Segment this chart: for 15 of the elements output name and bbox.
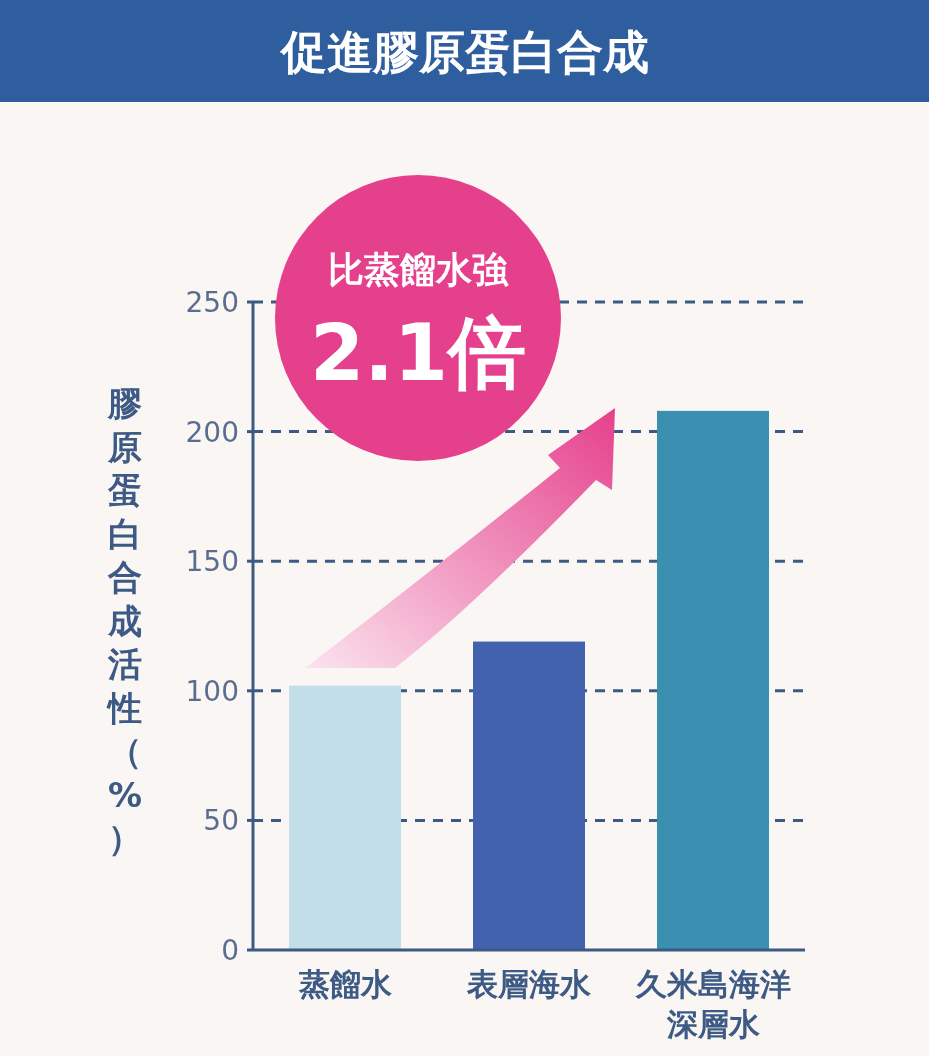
text: 膠原蛋白合成活性（%）: [107, 383, 143, 858]
x-tick-label: 表層海水: [466, 966, 592, 1002]
annotation: 2.1倍: [309, 308, 527, 398]
bar: [289, 685, 401, 950]
y-tick-label: 150: [185, 545, 239, 579]
y-tick-label: 100: [185, 674, 239, 708]
y-tick-label: 0: [221, 934, 239, 967]
x-tick-label: 久米島海洋深層水: [634, 966, 791, 1042]
text: 比蒸餾水強: [328, 249, 509, 290]
y-tick-label: 200: [185, 415, 239, 449]
chart-title: 促進膠原蛋白合成: [278, 25, 649, 79]
y-tick-label: 250: [185, 286, 239, 319]
bar: [657, 410, 769, 950]
x-tick-label: 蒸餾水: [297, 966, 393, 1002]
y-tick-label: 50: [203, 804, 239, 838]
